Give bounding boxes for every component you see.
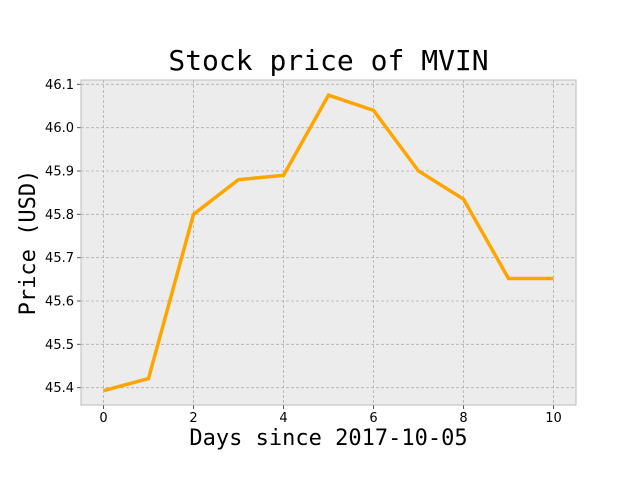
axis-ticks [77, 83, 554, 409]
y-axis-label: Price (USD) [16, 170, 41, 316]
tick-labels: 0 2 4 6 8 10 45.4 45.5 45.6 45.7 45.8 45.9 46.0 46.1 [45, 78, 562, 426]
plot-frame [80, 79, 577, 406]
x-axis-label: Days since 2017-10-05 [189, 426, 467, 451]
y-tick-label: 46.0 [45, 121, 74, 136]
x-tick-label: 10 [545, 411, 562, 426]
series-layer [103, 93, 554, 393]
x-tick-label: 6 [369, 411, 377, 426]
x-tick-label: 0 [99, 411, 107, 426]
grid-lines [81, 80, 576, 405]
x-tick-label: 2 [189, 411, 197, 426]
x-tick-label: 8 [459, 411, 467, 426]
y-tick-label: 45.8 [45, 208, 74, 223]
x-tick-label: 4 [279, 411, 287, 426]
plot-area [81, 80, 576, 405]
y-tick-label: 45.4 [45, 381, 74, 396]
y-tick-label: 45.6 [45, 295, 74, 310]
y-tick-label: 45.7 [45, 251, 74, 266]
price-series-line [103, 93, 554, 393]
y-tick-label: 45.5 [45, 338, 74, 353]
y-tick-label: 46.1 [45, 78, 74, 93]
y-tick-label: 45.9 [45, 165, 74, 180]
chart-title: Stock price of MVIN [168, 44, 488, 77]
